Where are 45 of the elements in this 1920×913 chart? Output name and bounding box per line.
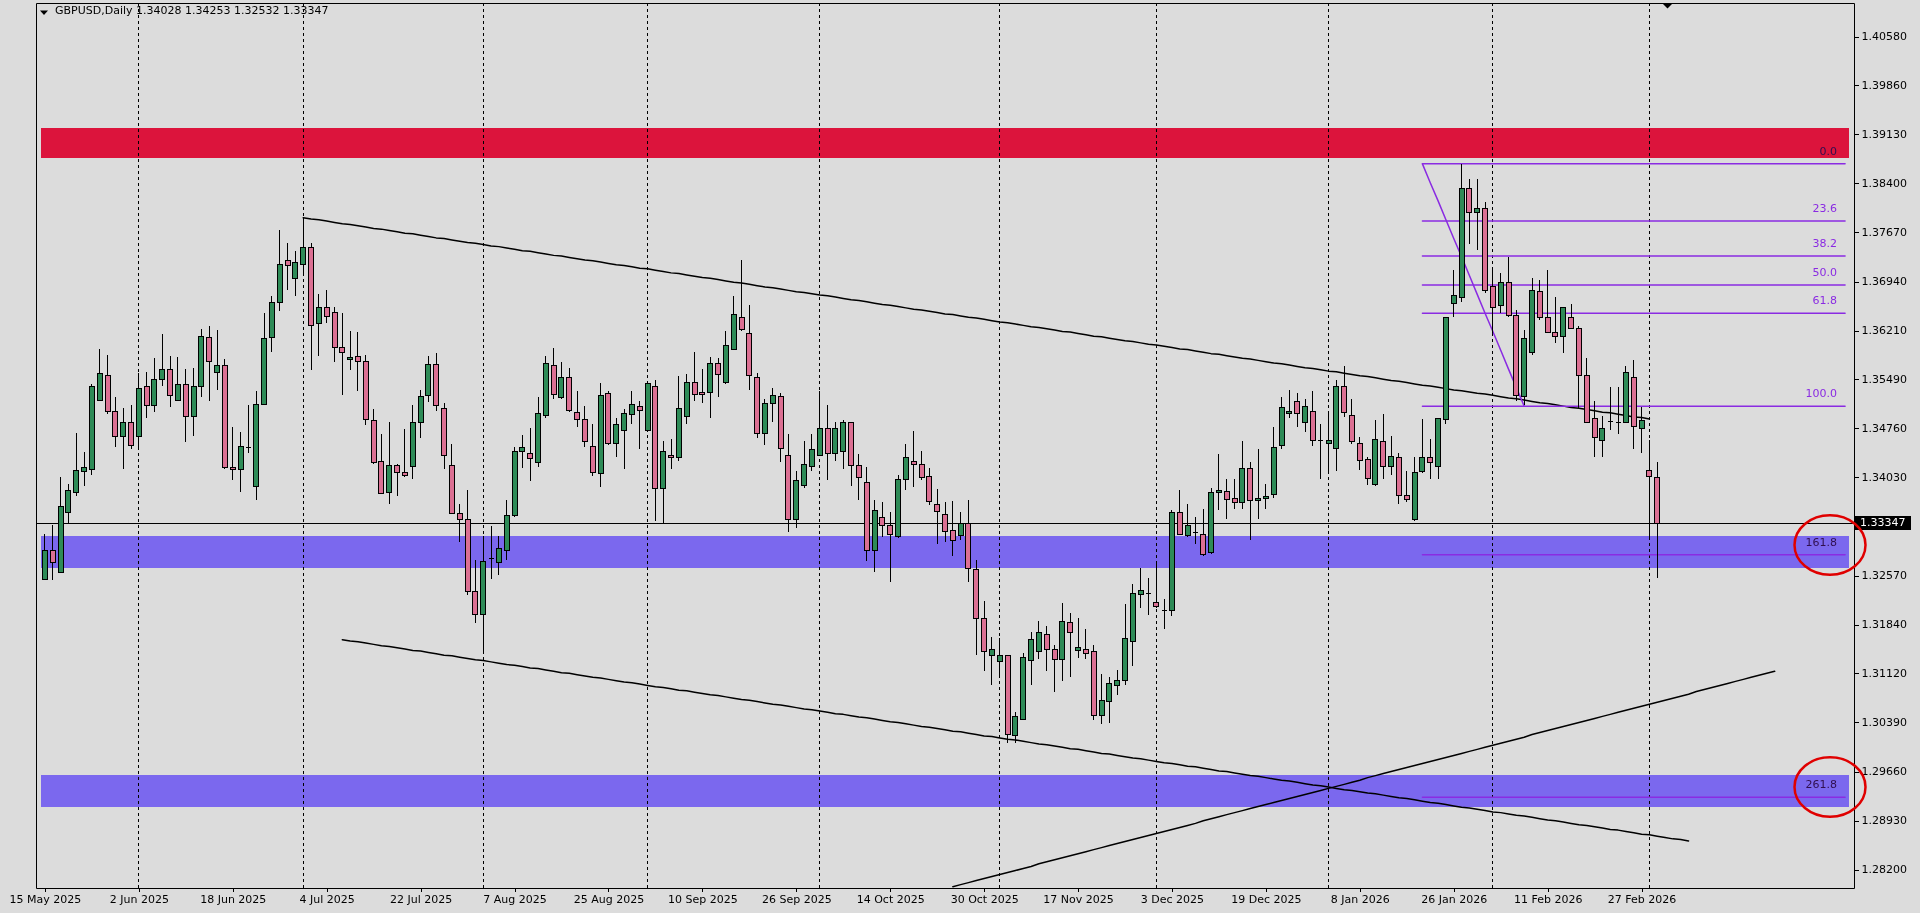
x-tick-label: 18 Jun 2025 — [200, 892, 267, 906]
x-tick-label: 26 Jan 2026 — [1421, 892, 1488, 906]
y-tick-label: 1.39860 — [1861, 78, 1907, 92]
x-tick-label: 8 Jan 2026 — [1330, 892, 1390, 906]
x-tick-label: 15 May 2025 — [9, 892, 82, 906]
x-tick-label: 4 Jul 2025 — [299, 892, 355, 906]
chart-title: GBPUSD,Daily 1.34028 1.34253 1.32532 1.33347 — [55, 3, 329, 17]
x-tick-label: 26 Sep 2025 — [761, 892, 832, 906]
y-tick-label: 1.31840 — [1861, 618, 1907, 632]
y-tick-label: 1.36210 — [1861, 324, 1907, 338]
y-tick-label: 1.36940 — [1861, 275, 1907, 289]
y-tick-label: 1.38400 — [1861, 176, 1907, 190]
y-tick-label: 1.28930 — [1861, 814, 1907, 828]
x-tick-label: 3 Dec 2025 — [1140, 892, 1205, 906]
x-tick-label: 11 Feb 2026 — [1513, 892, 1583, 906]
y-tick-label: 1.32570 — [1861, 569, 1907, 583]
x-tick-label: 7 Aug 2025 — [483, 892, 547, 906]
ref-line-label: 1.33347 — [1860, 516, 1906, 530]
y-tick-label: 1.30390 — [1861, 715, 1907, 729]
series-label: 23.6 — [1812, 202, 1838, 216]
x-tick-label: 19 Dec 2025 — [1231, 892, 1302, 906]
y-tick-label: 1.28200 — [1861, 863, 1907, 877]
series-label: 161.8 — [1805, 535, 1838, 549]
x-tick-label: 2 Jun 2025 — [109, 892, 169, 906]
y-tick-label: 1.34760 — [1861, 421, 1907, 435]
y-tick-label: 1.35490 — [1861, 372, 1907, 386]
series-label: 50.0 — [1812, 265, 1838, 279]
x-tick-label: 30 Oct 2025 — [950, 892, 1019, 906]
y-tick-label: 1.31120 — [1861, 666, 1907, 680]
y-tick-label: 1.29660 — [1861, 765, 1907, 779]
x-tick-label: 27 Feb 2026 — [1607, 892, 1677, 906]
series-label: 261.8 — [1805, 778, 1838, 792]
series-label: 61.8 — [1812, 294, 1838, 308]
x-tick-label: 10 Sep 2025 — [668, 892, 738, 906]
x-tick-label: 14 Oct 2025 — [856, 892, 925, 906]
x-tick-label: 25 Aug 2025 — [573, 892, 645, 906]
series-label: 100.0 — [1805, 387, 1838, 401]
series-label: 0.0 — [1819, 144, 1838, 158]
y-tick-label: 1.34030 — [1861, 470, 1907, 484]
x-tick-label: 22 Jul 2025 — [389, 892, 453, 906]
y-tick-label: 1.39130 — [1861, 127, 1907, 141]
y-tick-label: 1.37670 — [1861, 225, 1907, 239]
series-label: 38.2 — [1812, 237, 1838, 251]
y-tick-label: 1.40580 — [1861, 30, 1907, 44]
x-tick-label: 17 Nov 2025 — [1043, 892, 1114, 906]
